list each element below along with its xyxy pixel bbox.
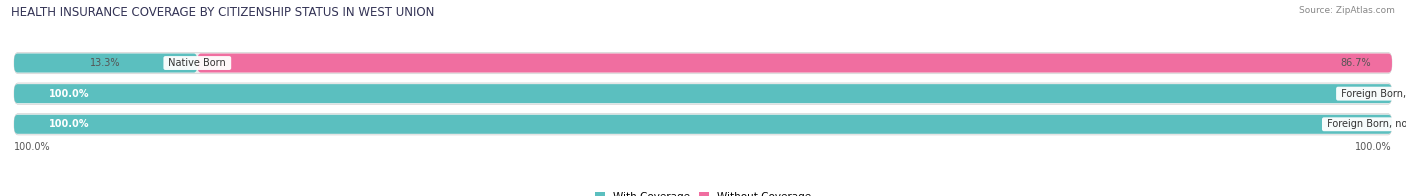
Text: 86.7%: 86.7% (1341, 58, 1371, 68)
FancyBboxPatch shape (14, 83, 1392, 104)
FancyBboxPatch shape (197, 54, 1392, 73)
Text: Source: ZipAtlas.com: Source: ZipAtlas.com (1299, 6, 1395, 15)
FancyBboxPatch shape (14, 84, 1392, 103)
Text: 100.0%: 100.0% (1355, 142, 1392, 152)
Text: Foreign Born, Citizen: Foreign Born, Citizen (1339, 89, 1406, 99)
Text: Foreign Born, not a Citizen: Foreign Born, not a Citizen (1324, 119, 1406, 129)
FancyBboxPatch shape (14, 54, 197, 73)
Legend: With Coverage, Without Coverage: With Coverage, Without Coverage (591, 188, 815, 196)
Text: HEALTH INSURANCE COVERAGE BY CITIZENSHIP STATUS IN WEST UNION: HEALTH INSURANCE COVERAGE BY CITIZENSHIP… (11, 6, 434, 19)
Text: 100.0%: 100.0% (14, 142, 51, 152)
Text: 100.0%: 100.0% (48, 119, 89, 129)
FancyBboxPatch shape (14, 52, 1392, 74)
Text: Native Born: Native Born (166, 58, 229, 68)
FancyBboxPatch shape (14, 113, 1392, 135)
Text: 13.3%: 13.3% (90, 58, 121, 68)
Text: 100.0%: 100.0% (48, 89, 89, 99)
FancyBboxPatch shape (14, 115, 1392, 134)
